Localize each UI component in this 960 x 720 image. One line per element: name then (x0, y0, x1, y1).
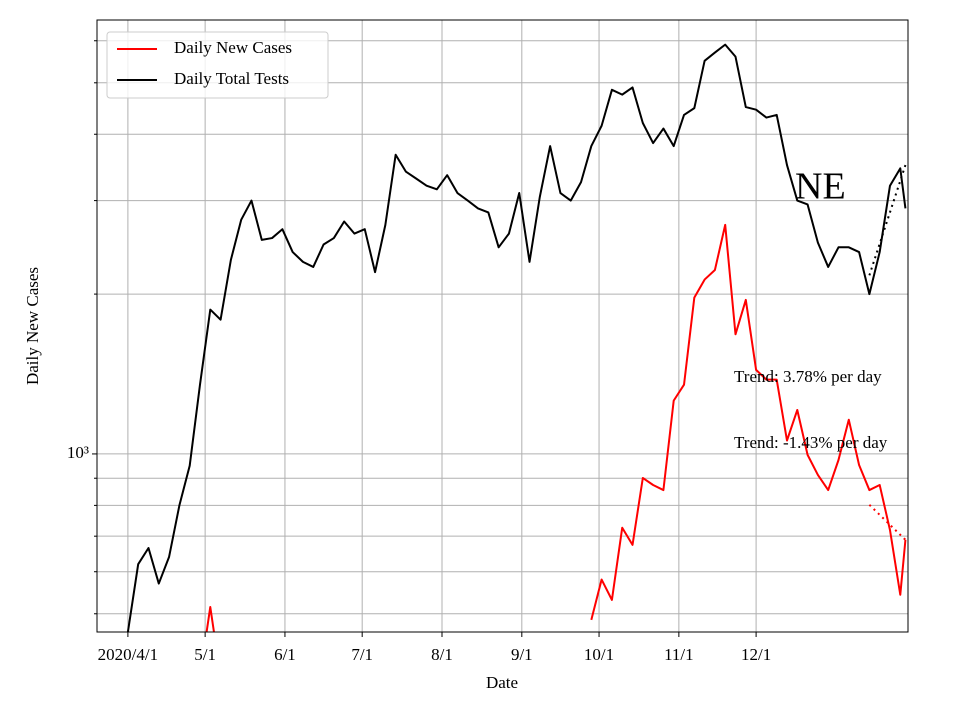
x-tick-label: 8/1 (431, 645, 453, 664)
series-line (126, 43, 907, 632)
region-label: NE (795, 166, 846, 208)
x-tick-label: 7/1 (351, 645, 373, 664)
plot-area (126, 43, 907, 632)
x-axis-label: Date (486, 673, 518, 692)
x-tick-label: 2020/4/1 (98, 645, 158, 664)
x-tick-label: 10/1 (584, 645, 614, 664)
x-tick-label: 11/1 (664, 645, 694, 664)
grid (97, 20, 908, 632)
y-axis-label: Daily New Cases (23, 267, 42, 385)
y-tick-label: 10³ (67, 443, 89, 462)
x-tick-label: 5/1 (194, 645, 216, 664)
trend-line (868, 164, 907, 276)
legend-label: Daily Total Tests (174, 69, 289, 88)
series-line (205, 223, 907, 632)
legend: Daily New Cases Daily Total Tests (106, 31, 329, 99)
trend-line (868, 504, 907, 541)
x-tick-label: 6/1 (274, 645, 296, 664)
annotation: Trend: -1.43% per day (734, 433, 888, 452)
x-tick-label: 9/1 (511, 645, 533, 664)
legend-box (106, 31, 329, 99)
annotation: Trend: 3.78% per day (734, 367, 882, 386)
x-tick-label: 12/1 (741, 645, 771, 664)
legend-label: Daily New Cases (174, 38, 292, 57)
axes-frame (96, 19, 909, 633)
